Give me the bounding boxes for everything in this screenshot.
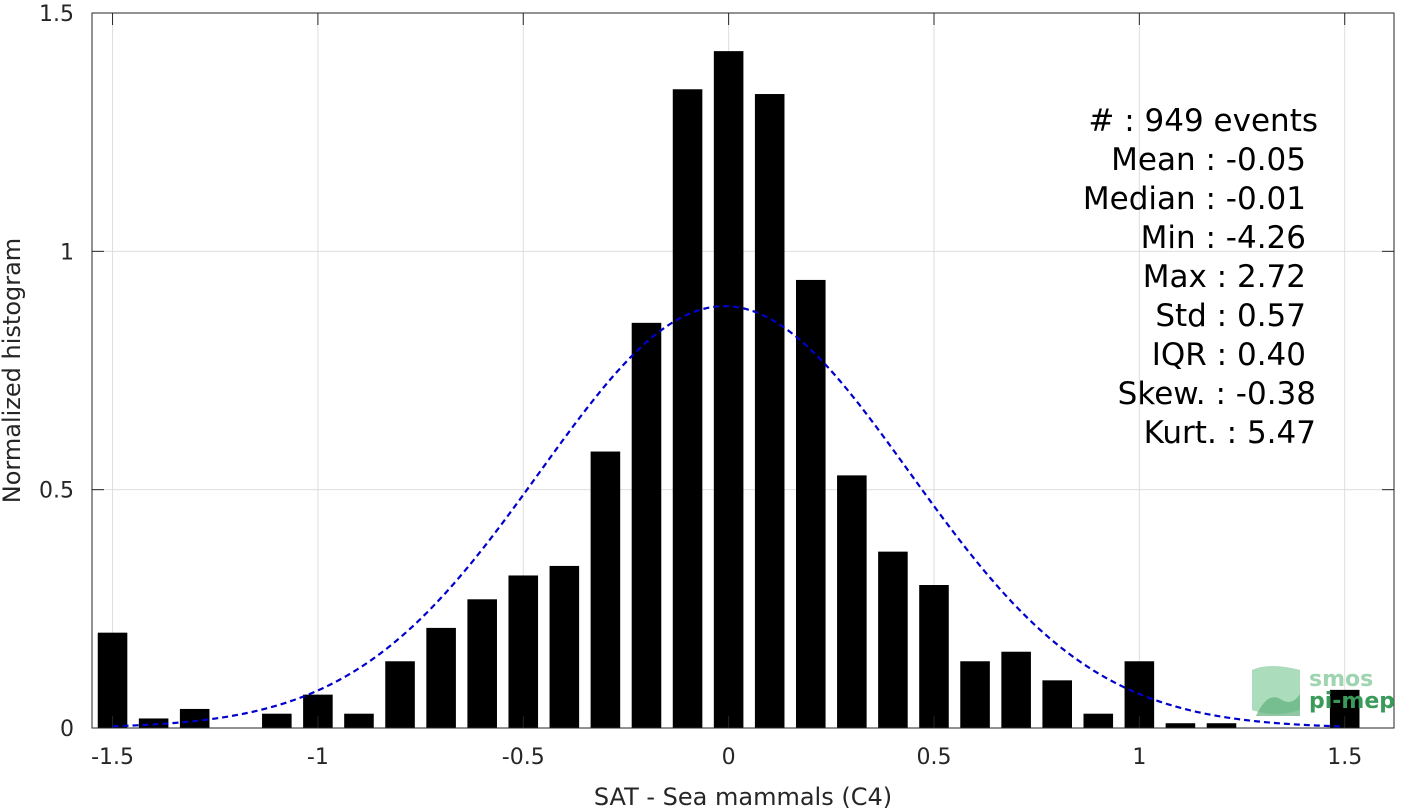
histogram-bar	[262, 713, 292, 728]
histogram-bar	[754, 94, 785, 729]
logo-text-smos: smos	[1309, 667, 1373, 692]
x-axis-label: SAT - Sea mammals (C4)	[594, 783, 892, 809]
histogram-bar	[878, 551, 908, 728]
histogram-bar	[631, 322, 662, 728]
ticks: -1.5 -1 -0.5 0 0.5 1 1.5 0 0.5 1 1.5	[39, 2, 1394, 770]
stat-line: Std : 0.57	[1155, 298, 1306, 334]
y-tick-label: 0	[60, 717, 74, 742]
histogram-bar	[508, 575, 539, 728]
x-tick-label: -1.5	[91, 745, 134, 770]
histogram-bar	[837, 475, 867, 728]
histogram-bar	[549, 565, 580, 728]
x-tick-label: 1.5	[1327, 745, 1362, 770]
histogram-bar	[1083, 713, 1114, 728]
histogram-bar	[467, 599, 497, 728]
histogram-bar	[344, 713, 374, 728]
histogram-bar	[713, 51, 744, 728]
y-tick-label: 0.5	[39, 479, 74, 504]
y-tick-label: 1.5	[39, 2, 74, 27]
stat-line: Max : 2.72	[1143, 259, 1306, 295]
histogram-bar	[590, 451, 621, 728]
histogram-bar	[1042, 680, 1072, 728]
histogram-bar	[1165, 723, 1196, 728]
x-tick-label: 0.5	[916, 745, 951, 770]
stat-line: Skew. : -0.38	[1118, 376, 1316, 412]
histogram-bar	[1001, 651, 1031, 728]
histogram-bar	[960, 661, 990, 728]
histogram-bar	[179, 708, 210, 728]
stat-line: Kurt. : 5.47	[1144, 415, 1316, 451]
histogram-bar	[672, 89, 703, 729]
histogram-bar	[426, 627, 456, 728]
histogram-bar	[795, 279, 826, 728]
y-axis-label: Normalized histogram	[0, 238, 26, 503]
x-tick-label: 1	[1132, 745, 1146, 770]
stat-line: Median : -0.01	[1083, 181, 1306, 217]
logo-wave-icon-2	[1256, 694, 1300, 716]
histogram-bar	[385, 661, 415, 728]
histogram-bar	[1206, 723, 1237, 728]
x-tick-label: -1	[307, 745, 329, 770]
stat-line: Mean : -0.05	[1111, 142, 1306, 178]
y-tick-label: 1	[60, 240, 74, 265]
normal-fit-curve	[112, 305, 1345, 728]
bars	[97, 51, 1360, 729]
plot-frame	[91, 12, 1395, 729]
x-tick-label: 0	[722, 745, 736, 770]
stat-line: IQR : 0.40	[1152, 337, 1306, 373]
histogram-bar	[138, 718, 169, 728]
smos-pimep-logo: smos pi-mep	[1252, 666, 1395, 716]
x-tick-label: -0.5	[502, 745, 545, 770]
stat-line: # : 949 events	[1088, 103, 1318, 139]
histogram-bar	[919, 585, 949, 728]
histogram-bar	[97, 632, 128, 728]
logo-text-pimep: pi-mep	[1309, 689, 1395, 714]
stat-line: Min : -4.26	[1141, 220, 1306, 256]
